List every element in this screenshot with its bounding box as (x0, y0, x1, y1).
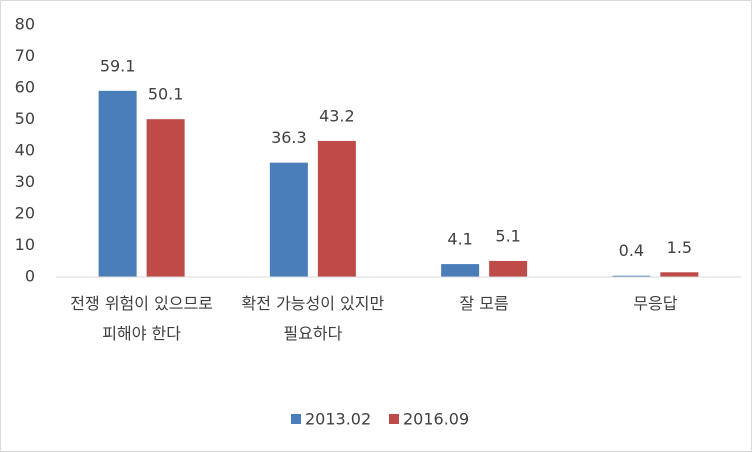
x-tick-label: 무응답 (633, 294, 678, 313)
bar (98, 90, 137, 278)
y-tick-label: 80 (15, 15, 35, 34)
data-label: 59.1 (100, 56, 136, 75)
x-tick-label: 확전 가능성이 있지만 필요하다 (241, 294, 385, 343)
y-tick-label: 70 (15, 46, 35, 65)
legend-label: 2016.09 (403, 410, 469, 429)
data-label: 1.5 (667, 238, 692, 257)
legend-swatch (389, 414, 399, 424)
y-tick-label: 0 (25, 267, 35, 286)
bar (489, 260, 528, 277)
bar (441, 264, 480, 277)
data-label: 5.1 (495, 226, 520, 245)
bar (146, 119, 185, 277)
y-tick-label: 50 (15, 109, 35, 128)
data-label: 0.4 (619, 241, 644, 260)
y-tick-label: 40 (15, 141, 35, 160)
legend-swatch (291, 414, 301, 424)
y-tick-label: 30 (15, 172, 35, 191)
x-tick-label: 잘 모름 (459, 294, 509, 313)
bar (612, 275, 651, 277)
y-tick-label: 10 (15, 235, 35, 254)
y-tick-label: 20 (15, 204, 35, 223)
data-label: 4.1 (447, 230, 472, 249)
data-label: 43.2 (319, 106, 355, 125)
data-label: 50.1 (148, 85, 184, 104)
bar (660, 272, 699, 277)
legend-label: 2013.02 (305, 410, 371, 429)
data-label: 36.3 (271, 128, 307, 147)
bar (269, 162, 308, 277)
y-tick-label: 60 (15, 78, 35, 97)
bar (317, 140, 356, 277)
x-tick-label: 전쟁 위험이 있으므로 피해야 한다 (70, 294, 213, 343)
